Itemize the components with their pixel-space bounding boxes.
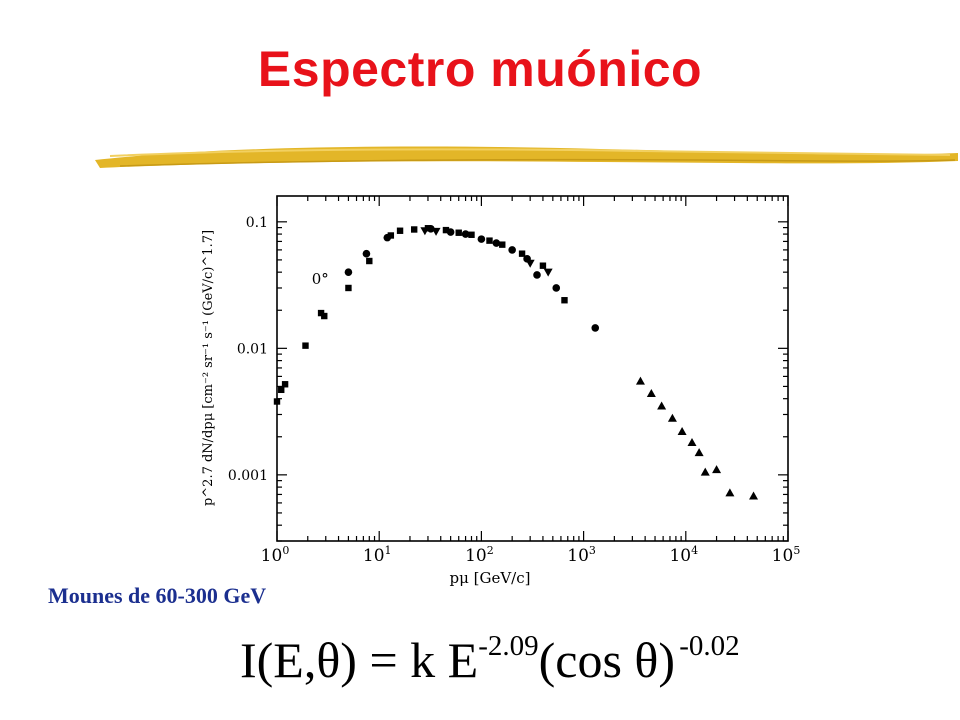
formula-energy-exponent: -2.09 bbox=[478, 630, 539, 662]
x-tick-label: 100 bbox=[261, 544, 290, 566]
y-tick-label: 0.1 bbox=[246, 215, 268, 231]
data-point-circle bbox=[533, 271, 541, 279]
data-point-circle bbox=[492, 239, 501, 247]
x-tick-label: 101 bbox=[363, 544, 392, 566]
data-point-square bbox=[539, 262, 547, 269]
formula-cos-term: (cos θ) bbox=[538, 632, 676, 688]
data-point-circle bbox=[552, 284, 561, 292]
data-point-triangle-down bbox=[431, 227, 441, 236]
data-point-circle bbox=[446, 228, 455, 236]
data-point-square bbox=[273, 398, 281, 405]
formula-base: I(E,θ) = k E bbox=[240, 632, 479, 688]
data-point-square bbox=[278, 386, 285, 394]
data-point-square bbox=[455, 229, 462, 236]
data-point-circle bbox=[461, 230, 470, 238]
x-tick-label: 104 bbox=[669, 544, 698, 566]
data-point-square bbox=[410, 226, 418, 233]
data-point-square bbox=[387, 232, 395, 239]
data-point-triangle-up bbox=[657, 401, 667, 410]
brush-stroke-main bbox=[95, 146, 958, 168]
data-point-circle bbox=[383, 233, 392, 242]
data-point-square bbox=[345, 284, 352, 292]
data-point-square bbox=[468, 231, 475, 238]
x-tick-label: 105 bbox=[772, 544, 801, 566]
data-point-square bbox=[499, 241, 506, 248]
data-point-circle bbox=[477, 235, 486, 243]
plot-frame bbox=[276, 195, 789, 542]
data-point-triangle-down bbox=[525, 259, 535, 268]
data-point-triangle-up bbox=[667, 413, 677, 422]
formula-cos-exponent: -0.02 bbox=[679, 630, 740, 662]
data-point-circle bbox=[362, 249, 371, 258]
data-point-triangle-up bbox=[700, 467, 710, 476]
data-point-triangle-up bbox=[749, 491, 759, 500]
data-point-triangle-down bbox=[420, 227, 430, 236]
x-tick-label: 103 bbox=[567, 544, 596, 566]
data-point-triangle-up bbox=[725, 488, 735, 497]
data-point-square bbox=[302, 342, 309, 349]
data-point-square bbox=[518, 250, 526, 257]
data-point-circle bbox=[508, 246, 516, 254]
data-point-triangle-up bbox=[635, 376, 645, 385]
angle-annotation: 0° bbox=[312, 270, 329, 288]
data-point-triangle-up bbox=[677, 427, 687, 436]
data-point-square bbox=[396, 227, 404, 234]
energy-range-label: Mounes de 60-300 GeV bbox=[48, 583, 267, 608]
y-tick-labels: 0.1 0.01 0.001 bbox=[228, 215, 268, 484]
brush-stroke-shadow bbox=[119, 158, 956, 167]
data-point-square bbox=[486, 237, 493, 244]
data-point-square bbox=[561, 297, 568, 304]
data-point-triangle-up bbox=[687, 438, 697, 447]
y-axis-label: p^2.7 dN/dpμ [cm⁻² sr⁻¹ s⁻¹ (GeV/c)^1.7] bbox=[201, 230, 216, 506]
slide-title: Espectro muónico bbox=[257, 41, 703, 97]
data-point-square bbox=[321, 312, 328, 320]
data-point-triangle-down bbox=[543, 268, 553, 277]
data-point-triangle-up bbox=[694, 448, 704, 457]
data-point-square bbox=[281, 381, 289, 388]
intensity-formula: I(E,θ) = k E-2.09(cos θ) -0.02 bbox=[240, 630, 740, 690]
data-point-triangle-up bbox=[712, 465, 722, 474]
data-point-circle bbox=[344, 268, 353, 276]
brush-stroke-highlight bbox=[109, 148, 951, 157]
axis-ticks bbox=[276, 196, 789, 542]
y-tick-label: 0.001 bbox=[228, 468, 268, 484]
x-axis-label: pμ [GeV/c] bbox=[450, 569, 531, 587]
data-point-circle bbox=[427, 225, 435, 233]
y-tick-label: 0.01 bbox=[237, 341, 268, 357]
data-point-triangle-up bbox=[646, 388, 656, 397]
data-point-square bbox=[442, 226, 450, 234]
data-point-circle bbox=[591, 324, 600, 332]
x-tick-labels: 100 101 102 103 104 105 bbox=[261, 544, 801, 566]
x-tick-label: 102 bbox=[465, 544, 494, 566]
data-point-square bbox=[366, 257, 373, 265]
data-points bbox=[273, 225, 759, 500]
